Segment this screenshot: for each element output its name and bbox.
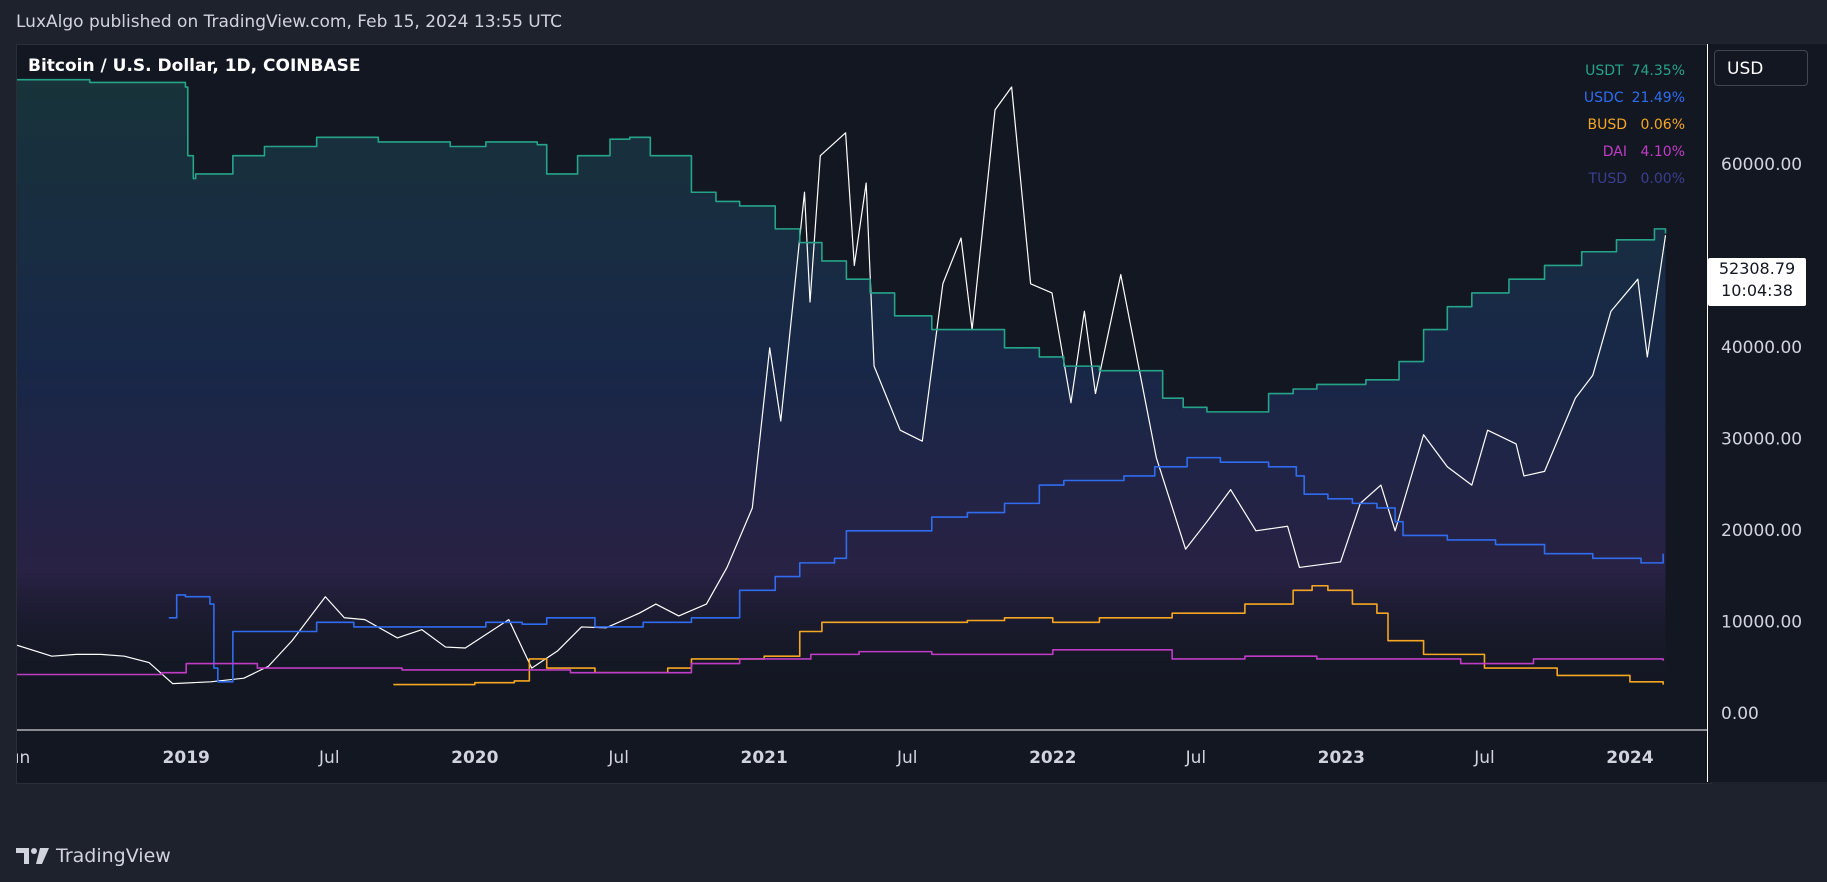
y-tick-label: 30000.00 — [1721, 429, 1802, 449]
legend-tusd-value: 0.00% — [1640, 171, 1685, 187]
last-price-value: 52308.79 — [1718, 259, 1796, 278]
legend-usdc-value: 21.49% — [1631, 90, 1685, 106]
series-dai-line — [17, 648, 1664, 676]
x-tick-label: Jul — [318, 748, 340, 768]
chart-pane[interactable]: Jun 2019 Jul 2020 Jul 2021 Jul 2022 Jul 2023 Jul 20… — [16, 44, 1712, 784]
tradingview-logo-icon — [16, 848, 49, 864]
y-tick-label: 10000.00 — [1721, 612, 1802, 632]
x-tick-label: 2021 — [741, 748, 788, 768]
legend-dai: DAI 4.10% — [1584, 143, 1685, 170]
legend-busd-value: 0.06% — [1640, 117, 1685, 133]
legend-usdt-value: 74.35% — [1631, 63, 1685, 79]
legend-dai-name: DAI — [1602, 144, 1627, 160]
bar-countdown: 10:04:38 — [1721, 281, 1793, 300]
published-header: LuxAlgo published on TradingView.com, Fe… — [16, 12, 563, 32]
axis-layer: Jun 2019 Jul 2020 Jul 2021 Jul 2022 Jul 2023 Jul 20… — [17, 729, 1711, 768]
x-tick-label: Jul — [607, 748, 629, 768]
x-tick-label: 2024 — [1606, 748, 1653, 768]
y-tick-label: 40000.00 — [1721, 338, 1802, 358]
x-tick-label: Jul — [896, 748, 918, 768]
area-layer — [17, 79, 1666, 696]
legend-usdc-name: USDC — [1583, 90, 1624, 106]
price-scale-background — [1707, 44, 1827, 782]
series-btcusd-line — [17, 86, 1667, 685]
legend-tusd: TUSD 0.00% — [1584, 170, 1685, 197]
series-busd-line — [393, 584, 1664, 686]
x-tick-label: 2023 — [1318, 748, 1365, 768]
x-tick-label: Jul — [1473, 748, 1495, 768]
y-tick-label: 0.00 — [1721, 704, 1759, 724]
x-tick-label: Jul — [1185, 748, 1207, 768]
legend-busd: BUSD 0.06% — [1584, 116, 1685, 143]
legend-usdt: USDT 74.35% — [1584, 62, 1685, 89]
last-price-tag: 52308.79 10:04:38 — [1708, 258, 1806, 306]
legend-usdt-name: USDT — [1585, 63, 1624, 79]
x-tick-label: 2019 — [163, 748, 210, 768]
legend-dai-value: 4.10% — [1640, 144, 1685, 160]
brand[interactable]: TradingView — [16, 845, 171, 867]
chart-svg[interactable]: Jun 2019 Jul 2020 Jul 2021 Jul 2022 Jul 2023 Jul 20… — [17, 45, 1711, 783]
legend-usdc: USDC 21.49% — [1584, 89, 1685, 116]
currency-button[interactable]: USD — [1714, 50, 1808, 86]
x-tick-label: 2022 — [1029, 748, 1076, 768]
symbol-title[interactable]: Bitcoin / U.S. Dollar, 1D, COINBASE — [28, 56, 361, 76]
series-usdt-line — [17, 78, 1667, 413]
usdt-area-fill — [17, 79, 1666, 696]
legend: USDT 74.35% USDC 21.49% BUSD 0.06% DAI 4.10%… — [1584, 62, 1685, 197]
legend-busd-name: BUSD — [1587, 117, 1627, 133]
price-scale[interactable]: 0.00 10000.00 20000.00 30000.00 40000.00 6000… — [1707, 44, 1827, 782]
series-layer — [17, 78, 1667, 686]
y-tick-label: 60000.00 — [1721, 155, 1802, 175]
series-usdc-line — [168, 456, 1664, 683]
y-tick-label: 20000.00 — [1721, 521, 1802, 541]
x-tick-label: 2020 — [451, 748, 498, 768]
legend-tusd-name: TUSD — [1588, 171, 1627, 187]
brand-name: TradingView — [56, 845, 171, 867]
x-tick-label: Jun — [17, 748, 30, 768]
